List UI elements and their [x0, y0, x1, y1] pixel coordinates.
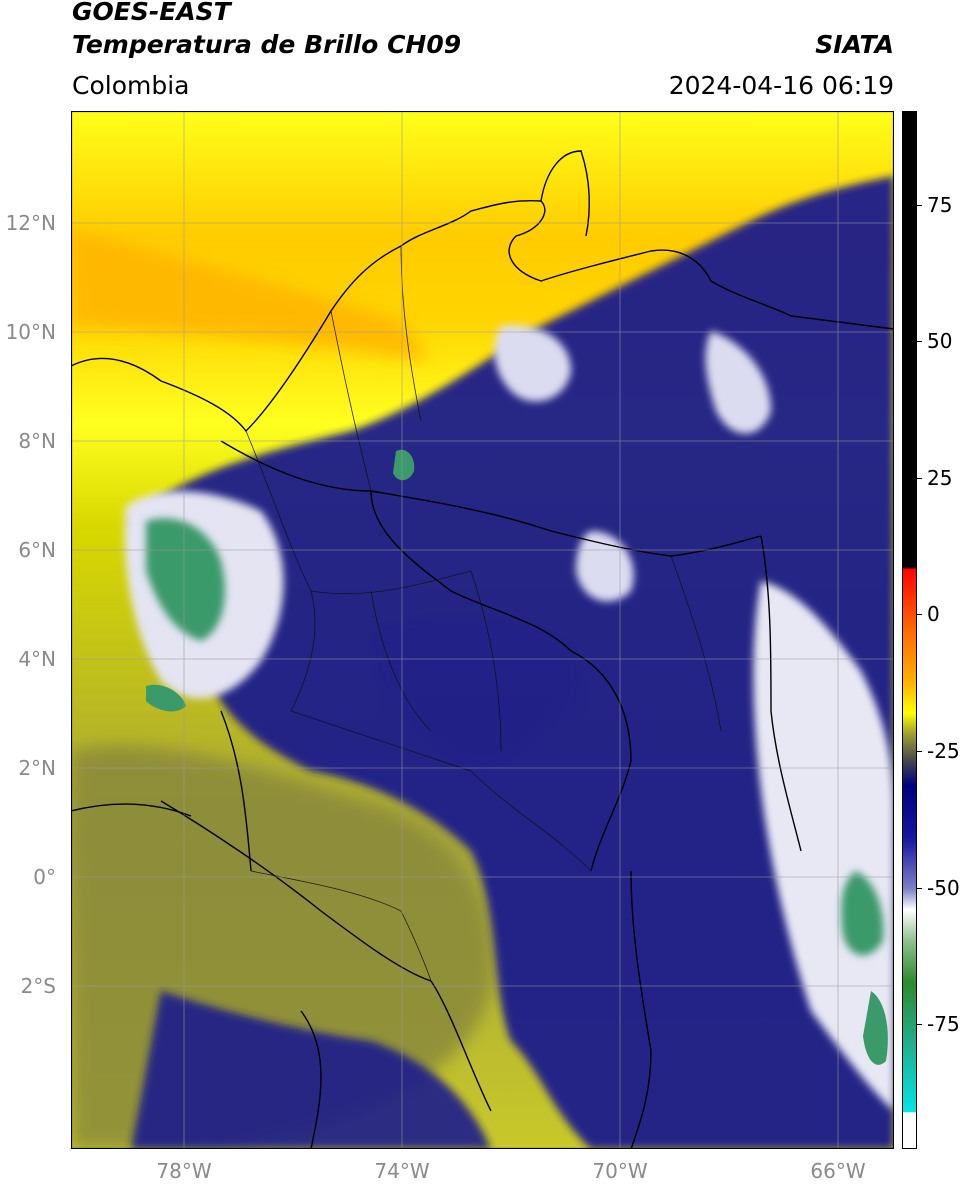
lat-label-12n: 12°N [5, 211, 56, 235]
colorbar-tick [917, 341, 922, 342]
colorbar-label-0: 0 [927, 602, 940, 626]
map-border [71, 111, 894, 1149]
satellite-title: GOES-EAST [72, 0, 231, 26]
product-title: Temperatura de Brillo CH09 [72, 30, 462, 59]
datetime-label: 2024-04-16 06:19 [668, 71, 894, 100]
cold-cloud-navy [131, 176, 894, 1149]
department-borders [245, 245, 722, 982]
lon-label-70w: 70°W [592, 1159, 648, 1183]
colorbar-label-25: 25 [927, 466, 953, 490]
lat-label-8n: 8°N [18, 429, 56, 453]
colorbar-tick [917, 888, 922, 889]
colorbar-tick [917, 614, 922, 615]
graticule [71, 111, 894, 1149]
colorbar-label-50: 50 [927, 329, 953, 353]
lon-label-74w: 74°W [374, 1159, 430, 1183]
convection-northeast [705, 331, 771, 434]
lat-label-10n: 10°N [5, 320, 56, 344]
lat-label-2s: 2°S [20, 974, 56, 998]
core-west [146, 518, 225, 641]
lat-label-0: 0° [33, 865, 56, 889]
colorbar-label-75: 75 [927, 193, 953, 217]
core-east [841, 871, 884, 956]
colorbar-tick [917, 478, 922, 479]
satellite-map [71, 111, 894, 1149]
country-borders [71, 150, 894, 1149]
colorbar [902, 111, 917, 1149]
colorbar-label-neg50: -50 [927, 876, 960, 900]
core-north-small [393, 449, 415, 481]
lat-label-6n: 6°N [18, 538, 56, 562]
colorbar-tick [917, 751, 922, 752]
lon-label-66w: 66°W [810, 1159, 866, 1183]
lat-label-2n: 2°N [18, 756, 56, 780]
warm-orange-band [71, 231, 431, 361]
cold-cloud-south [131, 991, 491, 1149]
colorbar-tick [917, 205, 922, 206]
brand-label: SIATA [815, 30, 894, 59]
colorbar-label-neg75: -75 [927, 1012, 960, 1036]
convection-north [494, 325, 571, 402]
core-east-small [863, 991, 888, 1065]
colorbar-label-neg25: -25 [927, 739, 960, 763]
colorbar-gradient [903, 112, 916, 1148]
colorbar-tick [917, 1024, 922, 1025]
convection-central [576, 531, 634, 602]
convection-east [753, 581, 894, 1111]
core-west-small [146, 684, 186, 712]
lon-label-78w: 78°W [156, 1159, 212, 1183]
lat-label-4n: 4°N [18, 647, 56, 671]
region-label: Colombia [72, 71, 190, 100]
